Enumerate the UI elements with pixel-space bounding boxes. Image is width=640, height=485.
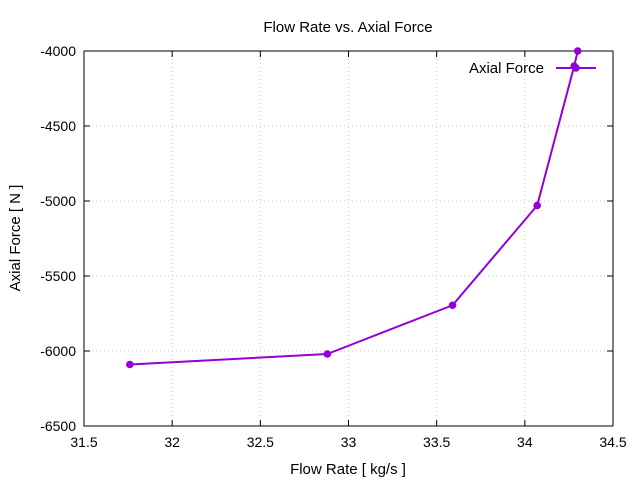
x-tick-label: 33 [341,434,357,450]
x-tick-label: 34.5 [599,434,626,450]
data-point [533,201,541,210]
x-tick-label: 32.5 [247,434,274,450]
y-tick-label: -4500 [40,118,76,134]
grid-lines [84,51,613,426]
data-point [323,350,332,358]
x-tick-label: 32 [164,434,180,450]
y-axis-label: Axial Force [ N ] [7,185,24,292]
y-tick-label: -5500 [40,268,76,284]
y-tick-label: -4000 [40,43,76,59]
axis-ticks: 31.5 32 32.5 33 33.5 34 34.5 -6500 -6000 -5500 -50… [40,43,627,450]
y-tick-label: -5000 [40,193,76,209]
y-tick-label: -6000 [40,343,76,359]
x-tick-label: 33.5 [423,434,450,450]
x-tick-label: 31.5 [70,434,97,450]
chart-title: Flow Rate vs. Axial Force [263,19,432,36]
y-tick-label: -6500 [40,418,76,434]
data-point [126,360,134,369]
legend: Axial Force [469,60,596,77]
legend-label: Axial Force [469,60,544,77]
legend-marker [572,64,580,72]
x-axis-label: Flow Rate [ kg/s ] [290,461,406,478]
x-tick-label: 34 [517,434,533,450]
series-layer [126,47,582,369]
data-point [573,47,582,55]
data-point [448,301,457,310]
